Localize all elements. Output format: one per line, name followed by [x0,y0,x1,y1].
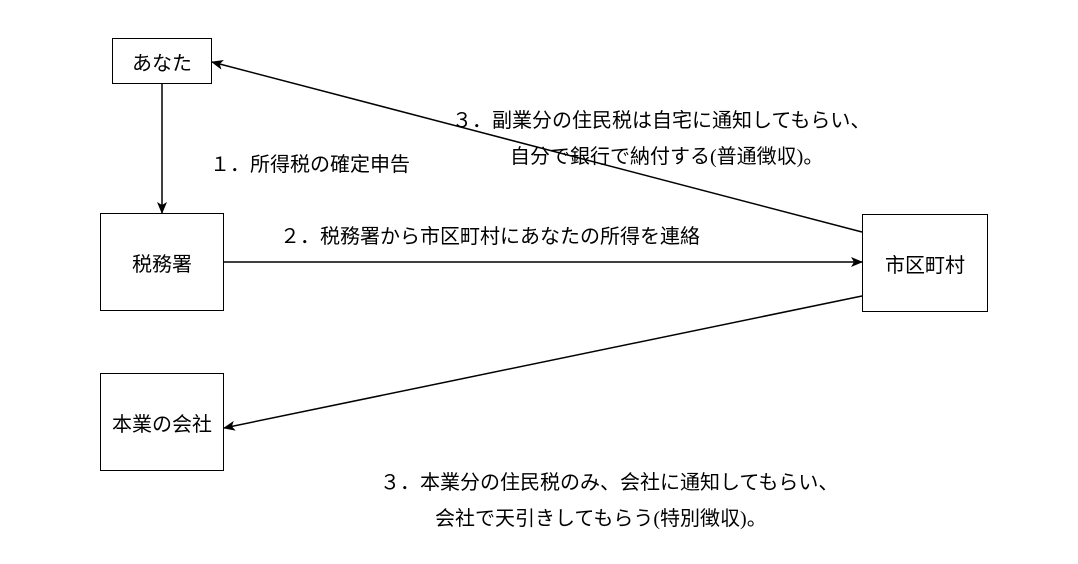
label-4b: 会社で天引きしてもらう(特別徴収)。 [435,502,767,531]
diagram-canvas: あなた 税務署 市区町村 本業の会社 １．所得税の確定申告 ２．税務署から市区町… [0,0,1078,564]
label-1: １．所得税の確定申告 [210,148,410,177]
node-city: 市区町村 [862,214,988,312]
node-company-label: 本業の会社 [112,408,212,437]
edge-4 [224,296,862,428]
label-4a: ３．本業分の住民税のみ、会社に通知してもらい、 [380,466,838,495]
node-you: あなた [112,38,212,84]
node-tax: 税務署 [100,213,224,311]
node-tax-label: 税務署 [132,248,192,277]
node-city-label: 市区町村 [885,249,965,278]
node-company: 本業の会社 [100,373,224,471]
label-2: ２．税務署から市区町村にあなたの所得を連絡 [280,220,700,249]
label-3a: ３．副業分の住民税は自宅に通知してもらい、 [452,104,870,133]
node-you-label: あなた [132,47,192,76]
label-3b: 自分で銀行で納付する(普通徴収)。 [510,140,823,169]
